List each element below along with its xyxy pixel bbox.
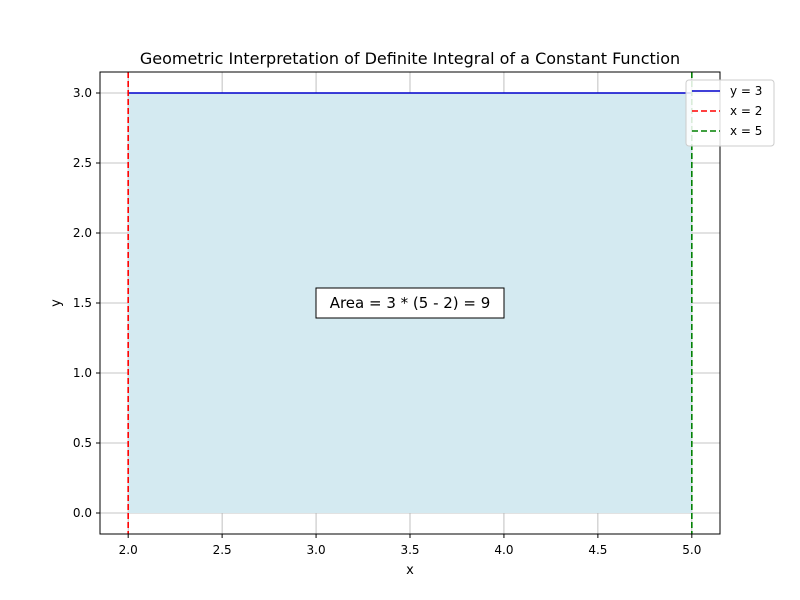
x-tick-label: 3.5 — [400, 543, 419, 557]
y-tick-label: 2.0 — [73, 226, 92, 240]
area-annotation: Area = 3 * (5 - 2) = 9 — [315, 287, 505, 319]
legend-label-1: x = 2 — [730, 104, 762, 118]
y-axis-ticks: 0.0 0.5 1.0 1.5 2.0 2.5 3.0 — [73, 86, 100, 520]
series-layer — [127, 72, 693, 534]
y-tick-label: 0.0 — [73, 506, 92, 520]
x-tick-label: 3.0 — [307, 543, 326, 557]
annotation-text: Area = 3 * (5 - 2) = 9 — [330, 294, 491, 312]
x-tick-label: 4.5 — [588, 543, 607, 557]
chart-title: Geometric Interpretation of Definite Int… — [140, 49, 680, 68]
x-axis-label: x — [406, 563, 414, 578]
y-axis-label: y — [49, 299, 64, 307]
x-tick-label: 5.0 — [682, 543, 701, 557]
y-tick-label: 0.5 — [73, 436, 92, 450]
y-tick-label: 3.0 — [73, 86, 92, 100]
legend-label-2: x = 5 — [730, 124, 762, 138]
annotation-box — [315, 287, 505, 319]
y-tick-label: 1.0 — [73, 366, 92, 380]
x-tick-label: 4.0 — [494, 543, 513, 557]
x-tick-label: 2.0 — [119, 543, 138, 557]
legend-label-0: y = 3 — [730, 84, 762, 98]
legend: y = 3 x = 2 x = 5 — [685, 79, 775, 147]
y-tick-label: 2.5 — [73, 156, 92, 170]
x-axis-ticks: 2.0 2.5 3.0 3.5 4.0 4.5 5.0 — [119, 534, 701, 557]
legend-box — [685, 79, 775, 147]
x-tick-label: 2.5 — [213, 543, 232, 557]
y-tick-label: 1.5 — [73, 296, 92, 310]
